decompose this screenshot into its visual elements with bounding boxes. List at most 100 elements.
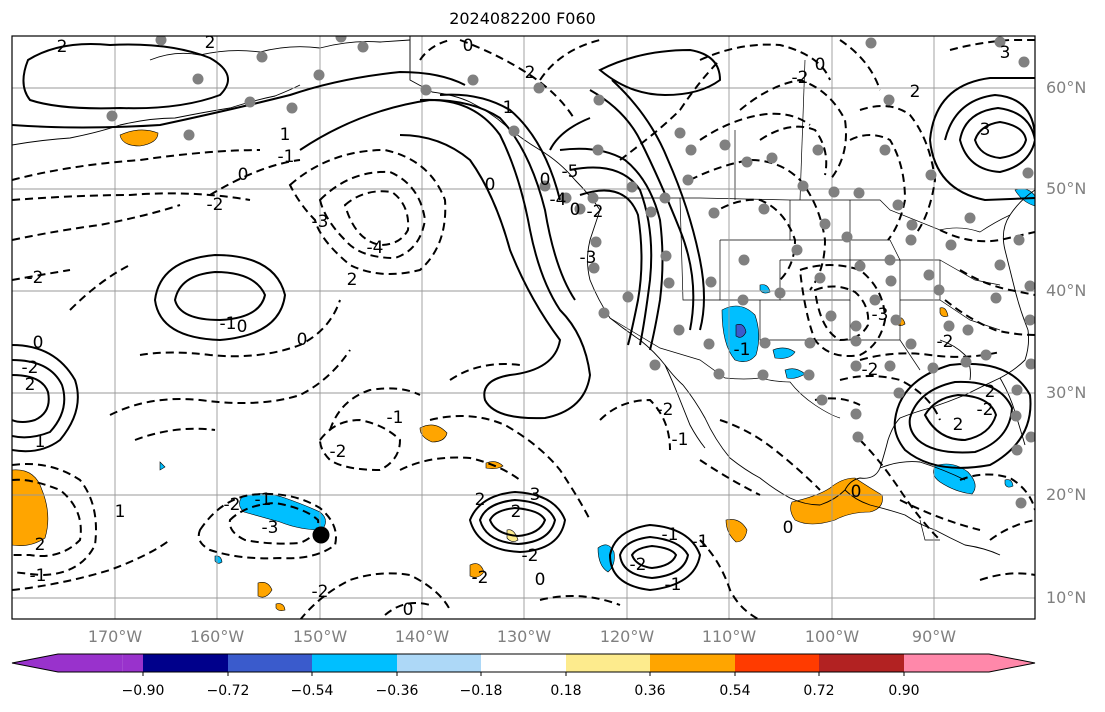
- contour-label: 0: [851, 482, 862, 502]
- contour-label: 0: [403, 600, 414, 620]
- colorbar-segment: [143, 654, 228, 672]
- colorbar-extend-low: [12, 654, 123, 672]
- contour-label: 2: [25, 375, 36, 395]
- contour-label: -1: [662, 525, 679, 545]
- contour-label: -2: [587, 202, 604, 222]
- contour-label: -1: [734, 340, 751, 360]
- colorbar-tick-label: 0.54: [719, 683, 751, 699]
- contour-label: 2: [57, 37, 68, 57]
- contour-label: -3: [312, 212, 329, 232]
- contour-label: 0: [237, 317, 248, 337]
- contour-label: 0: [540, 170, 551, 190]
- political-borders: [590, 59, 1011, 541]
- lon-label-170w: 170°W: [87, 627, 143, 646]
- colorbar-outline: [11, 653, 1036, 673]
- contour-label: 1: [280, 125, 291, 145]
- lat-label-10n: 10°N: [1046, 588, 1087, 607]
- contour-label: 3: [980, 120, 991, 140]
- colorbar-segment: [650, 654, 735, 672]
- colorbar-segment: [397, 654, 481, 672]
- colorbar: [11, 653, 1036, 676]
- contour-label: -1: [220, 314, 237, 334]
- contour-label: 2: [511, 502, 522, 522]
- contour-label: 2: [205, 33, 216, 53]
- contour-label: 2: [475, 490, 486, 510]
- map-background: [12, 36, 1035, 619]
- negative-contours: [12, 39, 1035, 619]
- contour-label: 0: [238, 165, 249, 185]
- contour-label: 2: [347, 270, 358, 290]
- contour-label: 1: [115, 502, 126, 522]
- contour-label: -2: [937, 332, 954, 352]
- contour-label: 0: [297, 330, 308, 350]
- colorbar-segment: [122, 654, 143, 672]
- contour-label: -2: [862, 360, 879, 380]
- lon-label-120w: 120°W: [599, 627, 655, 646]
- contour-label: 1: [503, 98, 514, 118]
- contour-label: -2: [27, 268, 44, 288]
- contour-label: -1: [665, 575, 682, 595]
- contour-label: -2: [977, 400, 994, 420]
- contour-label: 0: [485, 175, 496, 195]
- lon-label-150w: 150°W: [292, 627, 348, 646]
- contour-label: -1: [692, 532, 709, 552]
- colorbar-segment: [312, 654, 397, 672]
- station-markers: [106, 36, 1035, 509]
- contour-label: -3: [262, 518, 279, 538]
- colorbar-segment: [481, 654, 566, 672]
- colorbar-tick-label: −0.90: [121, 683, 165, 699]
- contour-label: -1: [672, 430, 689, 450]
- colorbar-segment: [735, 654, 819, 672]
- contour-label: 0: [815, 55, 826, 75]
- contour-label: 3: [530, 485, 541, 505]
- contour-label: -1: [278, 147, 295, 167]
- contour-label: 2: [985, 382, 996, 402]
- colorbar-segment: [566, 654, 650, 672]
- lon-label-130w: 130°W: [496, 627, 552, 646]
- lon-label-110w: 110°W: [701, 627, 757, 646]
- colorbar-tick-label: 0.90: [888, 683, 920, 699]
- contour-label: 2: [525, 63, 536, 83]
- lon-label-140w: 140°W: [394, 627, 450, 646]
- contour-label: 2: [35, 535, 46, 555]
- shade-caribbean: [933, 463, 976, 495]
- lat-label-30n: 30°N: [1046, 383, 1087, 402]
- lat-label-60n: 60°N: [1046, 78, 1087, 97]
- contour-label: -4: [367, 238, 384, 258]
- contour-label: -2: [207, 195, 224, 215]
- contour-label: -1: [387, 408, 404, 428]
- shaded-anomalies: [12, 129, 1035, 611]
- shade-aleutian: [119, 129, 159, 147]
- contour-label: 0: [463, 36, 474, 56]
- contour-label: 3: [1000, 43, 1011, 63]
- contour-label: -2: [630, 555, 647, 575]
- contour-label: 0: [783, 518, 794, 538]
- map-frame: [11, 35, 1036, 620]
- contour-label: 0: [570, 200, 581, 220]
- lat-label-40n: 40°N: [1046, 281, 1087, 300]
- contour-label: -2: [657, 400, 674, 420]
- shade-west-edge: [12, 469, 49, 546]
- contour-label: -3: [580, 248, 597, 268]
- contour-label: -2: [472, 568, 489, 588]
- colorbar-segment: [228, 654, 312, 672]
- lon-label-160w: 160°W: [189, 627, 245, 646]
- contour-label: 2: [953, 415, 964, 435]
- colorbar-tick-label: −0.54: [290, 683, 334, 699]
- contour-label: -2: [224, 495, 241, 515]
- colorbar-tick-label: −0.18: [459, 683, 503, 699]
- map-title: 2024082200 F060: [449, 9, 596, 28]
- lon-label-90w: 90°W: [911, 627, 957, 646]
- colorbar-tick-label: −0.72: [206, 683, 250, 699]
- lat-label-20n: 20°N: [1046, 485, 1087, 504]
- contour-label: 0: [535, 570, 546, 590]
- contour-label: -2: [792, 68, 809, 88]
- colorbar-tick-label: 0.72: [803, 683, 835, 699]
- colorbar-extend-high: [904, 654, 1035, 672]
- colorbar-tick-label: 0.18: [550, 683, 582, 699]
- shade-mex-gulf-small: [772, 347, 796, 359]
- contour-label: 2: [910, 82, 921, 102]
- contour-label: 1: [35, 432, 46, 452]
- contour-label: -1: [255, 490, 272, 510]
